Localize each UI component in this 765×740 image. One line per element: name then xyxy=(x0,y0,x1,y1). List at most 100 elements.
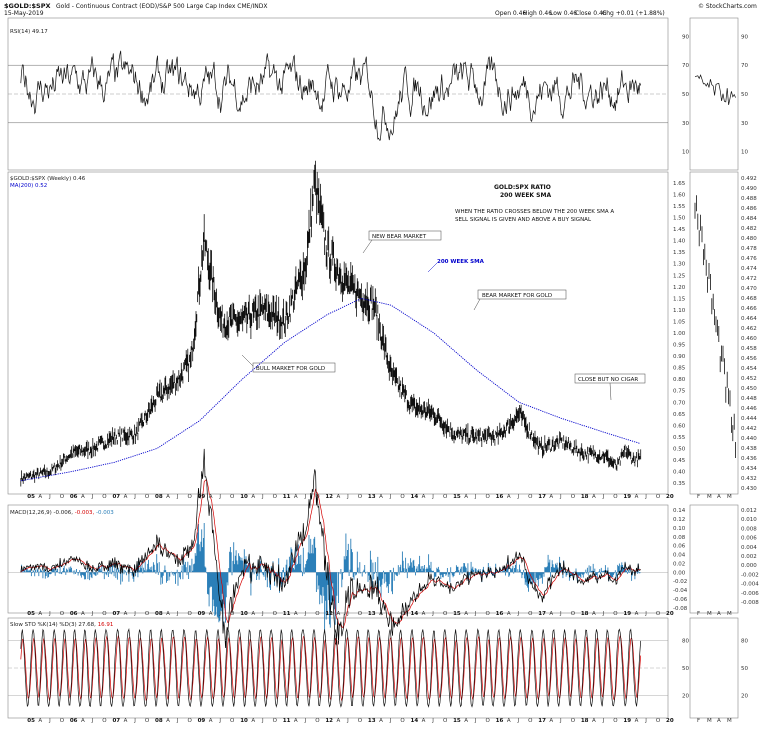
x-axis-month: A xyxy=(379,611,383,617)
macd-axis-tick: 0.14 xyxy=(673,508,686,514)
x-axis-month: J xyxy=(261,718,264,724)
rsi-axis-tick: 90 xyxy=(682,34,689,40)
rsi-side-axis-tick: 90 xyxy=(741,34,748,40)
macd-line xyxy=(20,448,641,649)
price-axis-tick: 0.35 xyxy=(673,481,686,487)
price-axis-tick: 1.00 xyxy=(673,331,686,337)
rsi-axis-tick: 30 xyxy=(682,121,689,127)
cigar-label: CLOSE BUT NO CIGAR xyxy=(578,377,638,383)
x-axis-year: 17 xyxy=(538,718,546,724)
side-price-axis-tick: 0.432 xyxy=(741,476,757,482)
side-x-axis-month: F xyxy=(697,611,700,617)
price-axis-tick: 0.85 xyxy=(673,366,686,372)
macd-side-panel xyxy=(689,504,739,614)
x-axis-year: 11 xyxy=(283,494,291,500)
x-axis-month: A xyxy=(507,718,511,724)
x-axis-month: A xyxy=(337,494,341,500)
x-axis-month: J xyxy=(389,718,392,724)
x-axis-year: 11 xyxy=(283,718,291,724)
rsi-side-line xyxy=(694,74,736,105)
side-x-axis-month: A xyxy=(717,718,721,724)
x-axis-year: 14 xyxy=(411,611,419,617)
x-axis-year: 15 xyxy=(453,611,461,617)
x-axis-month: A xyxy=(81,718,85,724)
x-axis-month: J xyxy=(431,718,434,724)
x-axis-year: 08 xyxy=(155,718,163,724)
x-axis-month: O xyxy=(60,611,65,617)
x-axis-month: A xyxy=(592,718,596,724)
x-axis-month: J xyxy=(602,718,605,724)
sto-side-axis-tick: 50 xyxy=(741,666,748,672)
side-price-axis-tick: 0.470 xyxy=(741,286,757,292)
x-axis-year: 07 xyxy=(112,611,120,617)
side-price-axis-tick: 0.466 xyxy=(741,306,757,312)
x-axis-month: O xyxy=(187,494,192,500)
x-axis-month: O xyxy=(400,611,405,617)
x-axis-month: J xyxy=(261,494,264,500)
x-axis-month: O xyxy=(315,611,320,617)
annotation-title-2: 200 WEEK SMA xyxy=(500,192,551,199)
x-axis-month: A xyxy=(635,494,639,500)
x-axis-month: A xyxy=(38,718,42,724)
side-x-axis-month: M xyxy=(707,494,712,500)
x-axis-year: 13 xyxy=(368,494,376,500)
x-axis-month: J xyxy=(346,718,349,724)
x-axis-month: O xyxy=(656,611,661,617)
macd-side-axis-tick: -0.008 xyxy=(741,600,759,606)
x-axis-month: J xyxy=(389,494,392,500)
x-axis-month: O xyxy=(60,718,65,724)
bull-gold-label: BULL MARKET FOR GOLD xyxy=(256,366,325,372)
price-axis-tick: 1.25 xyxy=(673,273,686,279)
sto-side-panel xyxy=(689,617,739,719)
price-axis-tick: 0.75 xyxy=(673,389,686,395)
sma-line xyxy=(20,297,641,482)
x-axis-month: A xyxy=(209,611,213,617)
chart-date: 15-May-2019 xyxy=(4,10,44,17)
x-axis-month: J xyxy=(48,494,51,500)
rsi-side-axis-tick: 70 xyxy=(741,63,748,69)
x-axis-month: J xyxy=(133,718,136,724)
x-axis-month: A xyxy=(81,611,85,617)
x-axis-month: J xyxy=(133,611,136,617)
side-x-axis-month: M xyxy=(707,611,712,617)
x-axis-month: O xyxy=(315,494,320,500)
ohlc-high: High 0.46 xyxy=(523,10,552,17)
side-price-axis-tick: 0.482 xyxy=(741,226,757,232)
side-price-axis-tick: 0.478 xyxy=(741,246,757,252)
side-x-axis-month: A xyxy=(717,494,721,500)
side-price-axis-tick: 0.446 xyxy=(741,406,757,412)
x-axis-year: 19 xyxy=(623,611,631,617)
sma-annotation: 200 WEEK SMA xyxy=(437,259,485,265)
x-axis-month: A xyxy=(251,611,255,617)
macd-side-axis-tick: -0.002 xyxy=(741,572,759,578)
price-axis-tick: 0.55 xyxy=(673,435,686,441)
side-price-axis-tick: 0.464 xyxy=(741,316,757,322)
x-axis-month: J xyxy=(304,718,307,724)
x-axis-year: 16 xyxy=(496,494,504,500)
x-axis-year: 10 xyxy=(240,718,248,724)
x-axis-month: O xyxy=(60,494,65,500)
annotation-note-2: SELL SIGNAL IS GIVEN AND ABOVE A BUY SIG… xyxy=(455,217,592,223)
x-axis-year: 17 xyxy=(538,611,546,617)
x-axis-month: J xyxy=(48,718,51,724)
side-x-axis-month: M xyxy=(727,494,732,500)
side-price-axis-tick: 0.490 xyxy=(741,186,757,192)
x-axis-month: J xyxy=(516,718,519,724)
sto-k-line xyxy=(20,628,642,708)
price-legend: $GOLD:$SPX (Weekly) 0.46 xyxy=(10,176,86,182)
x-axis-year: 06 xyxy=(70,611,78,617)
x-axis-month: O xyxy=(613,611,618,617)
side-price-axis-tick: 0.442 xyxy=(741,426,757,432)
x-axis-year: 18 xyxy=(581,718,589,724)
x-axis-month: A xyxy=(81,494,85,500)
x-axis-month: A xyxy=(422,494,426,500)
rsi-side-axis-tick: 50 xyxy=(741,92,748,98)
x-axis-month: O xyxy=(102,611,107,617)
x-axis-month: J xyxy=(176,494,179,500)
side-x-axis-month: M xyxy=(727,611,732,617)
annotation-note-1: WHEN THE RATIO CROSSES BELOW THE 200 WEE… xyxy=(455,209,614,215)
x-axis-month: O xyxy=(528,718,533,724)
macd-axis-tick: -0.08 xyxy=(673,606,688,612)
x-axis-month: O xyxy=(443,494,448,500)
x-axis-year: 08 xyxy=(155,611,163,617)
